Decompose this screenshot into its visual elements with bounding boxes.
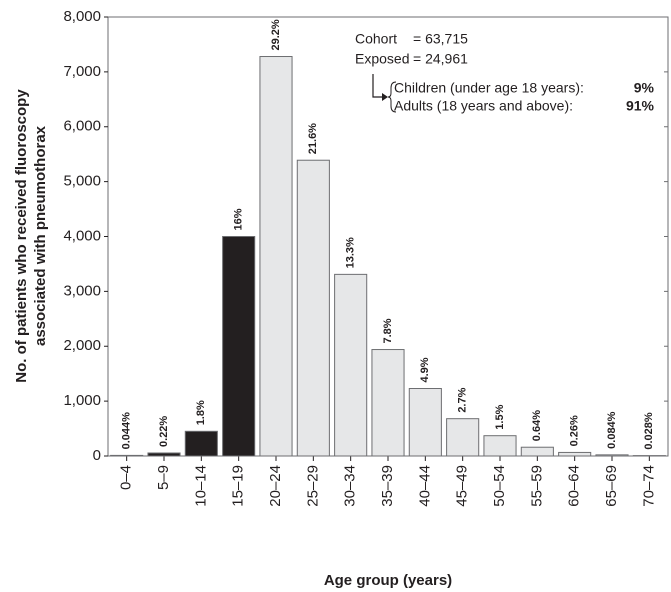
bar <box>334 273 368 457</box>
annotation: = 24,961 <box>413 51 468 67</box>
annotation: Cohort <box>355 31 397 47</box>
bar <box>110 454 144 457</box>
bar <box>408 388 442 457</box>
bar <box>222 236 256 457</box>
x-tick-label: 0–4 <box>118 465 135 490</box>
value-label: 2.7% <box>457 387 469 412</box>
y-axis-title-line: No. of patients who received fluoroscopy <box>13 89 30 383</box>
bar <box>296 159 330 457</box>
bar <box>520 446 554 457</box>
bar <box>259 56 293 457</box>
value-label: 29.2% <box>270 19 282 50</box>
y-tick-label: 7,000 <box>63 63 101 80</box>
annotation: Adults (18 years and above): <box>394 98 573 114</box>
value-label: 7.8% <box>382 318 394 343</box>
value-label: 21.6% <box>307 123 319 154</box>
x-tick-label: 30–34 <box>342 465 359 507</box>
annotation: = 63,715 <box>413 31 468 47</box>
value-label: 0.22% <box>158 416 170 447</box>
value-label: 1.8% <box>195 400 207 425</box>
value-label: 0.044% <box>121 412 133 450</box>
bar <box>558 451 592 457</box>
x-tick-label: 50–54 <box>491 465 508 507</box>
bar <box>184 430 218 457</box>
y-tick-label: 5,000 <box>63 173 101 190</box>
y-tick-label: 6,000 <box>63 118 101 135</box>
y-tick-label: 1,000 <box>63 392 101 409</box>
x-tick-label: 15–19 <box>230 465 247 507</box>
x-tick-label: 70–74 <box>640 465 657 507</box>
value-label: 0.26% <box>569 415 581 446</box>
x-tick-label: 55–59 <box>528 465 545 507</box>
bar <box>147 452 181 457</box>
annotation: Children (under age 18 years): <box>394 80 584 96</box>
y-axis-title-line: associated with pneumothorax <box>32 125 49 346</box>
x-tick-label: 40–44 <box>416 465 433 507</box>
y-tick-label: 3,000 <box>63 282 101 299</box>
value-label: 16% <box>233 208 245 230</box>
value-label: 0.64% <box>531 410 543 441</box>
x-axis-title: Age group (years) <box>324 572 452 589</box>
value-label: 4.9% <box>419 357 431 382</box>
annotation-arrow <box>372 74 386 98</box>
y-tick-label: 8,000 <box>63 8 101 25</box>
value-label: 0.028% <box>643 412 655 450</box>
annotation: 9% <box>634 80 655 96</box>
y-tick-label: 2,000 <box>63 337 101 354</box>
x-tick-label: 60–64 <box>566 465 583 507</box>
annotation: Exposed <box>355 51 409 67</box>
x-tick-label: 20–24 <box>267 465 284 507</box>
annotation: 91% <box>626 98 655 114</box>
x-tick-label: 10–14 <box>192 465 209 507</box>
x-tick-label: 45–49 <box>454 465 471 507</box>
x-tick-label: 35–39 <box>379 465 396 507</box>
x-tick-label: 25–29 <box>304 465 321 507</box>
annotation-arrowhead <box>382 93 388 101</box>
y-tick-label: 0 <box>93 447 101 464</box>
value-label: 0.084% <box>606 411 618 449</box>
bar <box>595 454 629 457</box>
value-label: 1.5% <box>494 404 506 429</box>
x-tick-label: 5–9 <box>155 465 172 490</box>
y-axis-title: No. of patients who received fluoroscopy… <box>13 89 49 383</box>
bar <box>371 349 405 457</box>
value-label: 13.3% <box>345 237 357 268</box>
x-tick-label: 65–69 <box>603 465 620 507</box>
annotation-brace <box>387 81 397 113</box>
bar <box>446 418 480 457</box>
bar <box>483 435 517 457</box>
y-tick-label: 4,000 <box>63 227 101 244</box>
